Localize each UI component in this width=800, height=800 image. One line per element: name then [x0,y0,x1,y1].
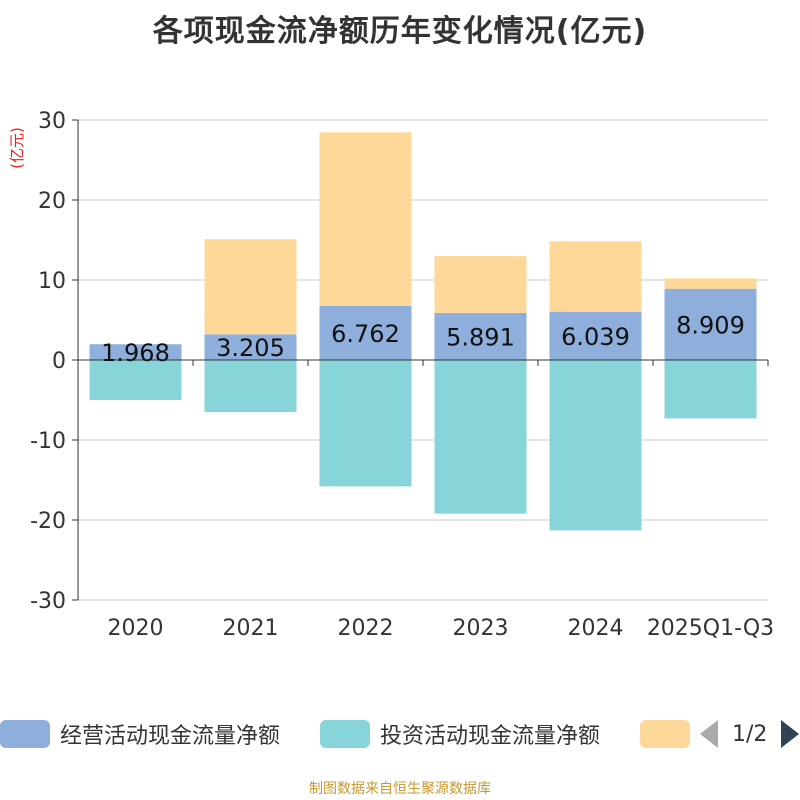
bar-investing [664,360,757,419]
pager-next-icon[interactable] [781,720,800,748]
pager-prev-icon[interactable] [700,720,718,748]
x-tick-label: 2022 [338,616,394,641]
bar-financing [434,256,527,313]
pager-text: 1/2 [732,721,768,747]
legend-item-investing[interactable]: 投资活动现金流量净额 [320,714,600,754]
legend-pager: 1/2 [700,720,800,748]
bar-investing [434,360,527,514]
legend-swatch-operating [0,720,50,748]
y-tick-label: -30 [30,589,66,614]
x-tick-label: 2024 [568,616,624,641]
bar-operating [89,344,182,360]
legend-swatch-investing [320,720,370,748]
bar-operating [319,305,412,360]
y-unit-label: (亿元) [8,127,26,169]
x-tick-label: 2021 [223,616,279,641]
data-label: 6.762 [331,320,400,348]
bar-financing [204,239,297,335]
legend-label-operating: 经营活动现金流量净额 [60,724,281,749]
y-tick-label: 20 [38,189,66,214]
legend: 经营活动现金流量净额 投资活动现金流量净额 1/2 [0,714,800,754]
data-label: 1.968 [101,339,170,367]
y-tick-label: -20 [30,509,66,534]
bar-operating [204,334,297,360]
source-footer: 制图数据来自恒生聚源数据库 [309,781,491,797]
y-tick-label: -10 [30,429,66,454]
data-label: 6.039 [561,323,630,351]
legend-swatch-financing [640,720,690,748]
data-label: 3.205 [216,334,285,362]
data-label: 8.909 [676,311,745,339]
bar-investing [319,360,412,487]
legend-item-financing[interactable] [640,714,690,754]
chart-canvas: 30 20 10 0 -10 -20 -30 (亿元) 1.968 3.205 6.762 5.891… [8,109,774,641]
bar-investing [89,360,182,400]
bar-investing [204,360,297,412]
bar-operating [434,312,527,360]
bar-financing [549,241,642,312]
y-tick-label: 10 [38,269,66,294]
data-label: 5.891 [446,323,515,351]
chart-title: 各项现金流净额历年变化情况(亿元) [152,14,648,49]
bar-investing [549,360,642,531]
y-tick-label: 30 [38,109,66,134]
bar-operating [549,311,642,360]
legend-label-investing: 投资活动现金流量净额 [380,724,601,749]
x-tick-label: 2023 [453,616,509,641]
x-tick-label: 2025Q1-Q3 [647,616,774,641]
y-tick-label: 0 [52,349,66,374]
bar-operating [664,288,757,360]
x-tick-label: 2020 [108,616,164,641]
bar-financing [319,132,412,306]
legend-item-operating[interactable]: 经营活动现金流量净额 [0,714,280,754]
bar-financing [664,278,757,289]
